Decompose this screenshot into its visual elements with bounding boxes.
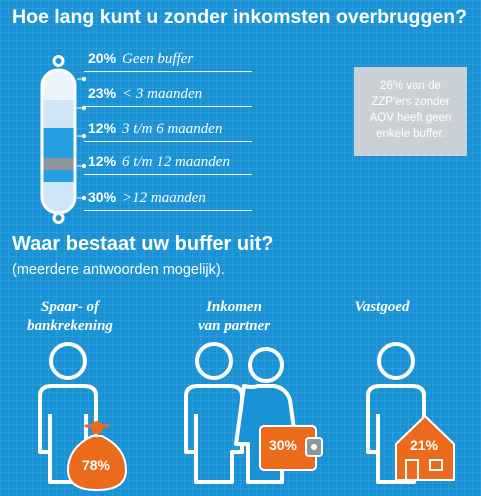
value-real-estate: 21% — [409, 437, 439, 453]
category-label-real-estate: Vastgoed — [354, 299, 410, 315]
segment-3-6 — [42, 158, 75, 170]
row-percentage: 30% — [88, 189, 117, 205]
row-label: >12 maanden — [122, 190, 206, 206]
row-percentage: 12% — [88, 153, 117, 169]
section-title: Waar bestaat uw buffer uit? — [12, 233, 274, 255]
buffer-row: 30% >12 maanden — [88, 189, 206, 207]
section-subtitle: (meerdere antwoorden mogelijk). — [12, 262, 225, 278]
row-divider — [84, 71, 252, 72]
note-box: 26% van de ZZP'ers zonder AOV heeft geen… — [354, 67, 467, 156]
value-savings: 78% — [81, 457, 111, 473]
segment-lt3 — [42, 128, 75, 158]
house-icon — [395, 415, 455, 481]
wallet-icon — [259, 425, 323, 471]
money-bag-icon — [66, 421, 128, 492]
row-percentage: 20% — [88, 50, 117, 66]
row-divider — [84, 106, 252, 107]
row-label: < 3 maanden — [122, 86, 203, 102]
row-percentage: 23% — [88, 85, 117, 101]
row-percentage: 12% — [88, 120, 117, 136]
page-title: Hoe lang kunt u zonder inkomsten overbru… — [12, 6, 468, 28]
buffer-gauge — [40, 55, 87, 224]
buffer-row: 20% Geen buffer — [88, 50, 193, 68]
buffer-row: 23% < 3 maanden — [88, 85, 202, 103]
buffer-row: 12% 3 t/m 6 maanden — [88, 120, 222, 138]
row-divider — [84, 174, 252, 175]
row-divider — [84, 210, 252, 211]
row-label: Geen buffer — [122, 51, 194, 67]
segment-6-12 — [42, 170, 75, 182]
row-label: 6 t/m 12 maanden — [122, 154, 230, 170]
row-label: 3 t/m 6 maanden — [122, 121, 223, 137]
category-label-savings: Spaar- of bankrekening — [27, 299, 113, 334]
row-divider — [84, 141, 252, 142]
buffer-row: 12% 6 t/m 12 maanden — [88, 153, 230, 171]
category-label-partner: Inkomen van partner — [197, 299, 271, 334]
value-partner: 30% — [268, 437, 298, 453]
